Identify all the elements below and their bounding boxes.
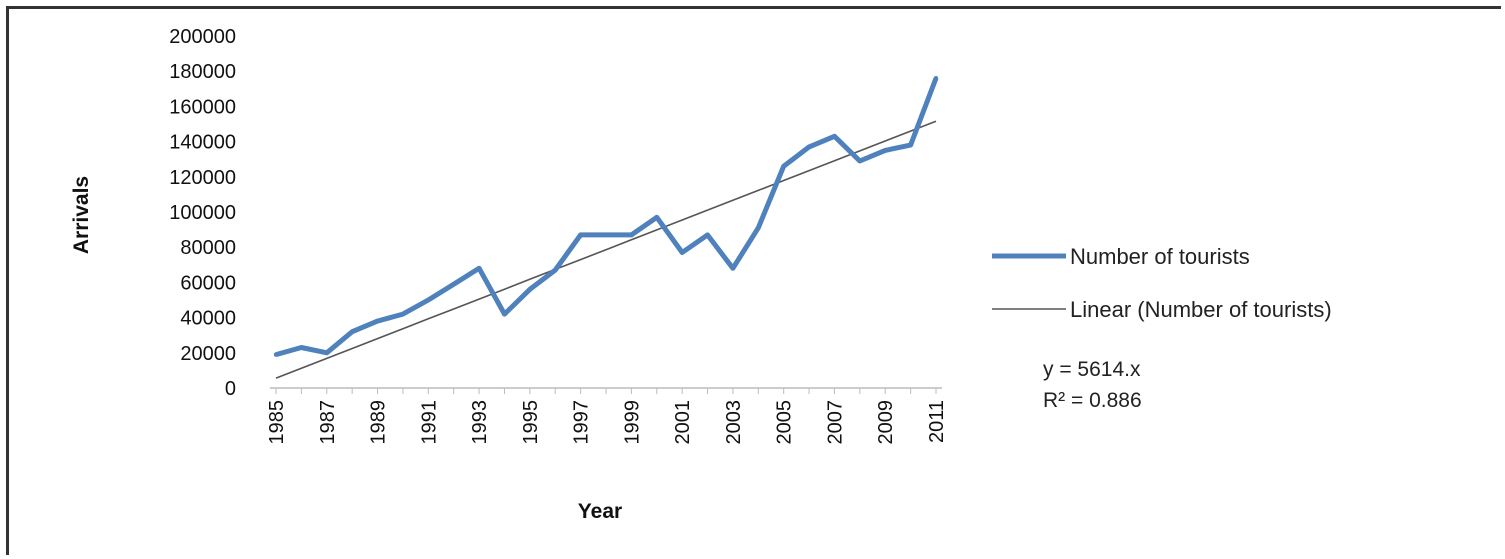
data-point bbox=[730, 266, 736, 271]
y-tick-label: 160000 bbox=[169, 96, 236, 118]
y-tick-label: 40000 bbox=[180, 308, 236, 330]
data-point bbox=[476, 266, 482, 271]
y-tick-label: 200000 bbox=[169, 26, 236, 48]
legend-label: Linear (Number of tourists) bbox=[1070, 297, 1332, 322]
data-point bbox=[883, 148, 888, 153]
legend: Number of tourists Linear (Number of tour… bbox=[992, 244, 1332, 322]
y-tick-label: 80000 bbox=[180, 237, 236, 259]
data-point bbox=[679, 250, 685, 255]
data-point bbox=[299, 345, 304, 350]
y-tick-label: 0 bbox=[225, 378, 236, 400]
data-point bbox=[349, 329, 355, 334]
data-point bbox=[553, 267, 558, 273]
x-tick-label: 1987 bbox=[317, 400, 339, 445]
x-tick-label: 2011 bbox=[926, 400, 948, 443]
y-tick-label: 120000 bbox=[169, 167, 236, 189]
x-tick-label: 2001 bbox=[672, 400, 694, 445]
y-tick-label: 100000 bbox=[169, 202, 236, 224]
data-point bbox=[451, 281, 456, 287]
y-tick-label: 60000 bbox=[180, 272, 236, 294]
y-tick-label: 180000 bbox=[169, 61, 236, 83]
data-point bbox=[375, 318, 380, 324]
data-point bbox=[324, 350, 329, 355]
x-tick-label: 1995 bbox=[520, 400, 542, 445]
x-tick-label: 2005 bbox=[774, 400, 796, 445]
trendline bbox=[275, 120, 937, 379]
x-tick-label: 2009 bbox=[875, 400, 897, 445]
data-point bbox=[527, 287, 533, 292]
trendline-equation-text: y = 5614.x bbox=[1043, 358, 1141, 381]
x-tick-label: 1993 bbox=[469, 400, 491, 445]
x-axis-ticks: 1985 1987 1989 1991 1993 1995 1997 1999 2001 2003… bbox=[266, 388, 948, 445]
x-tick-label: 1991 bbox=[418, 400, 440, 445]
data-point bbox=[756, 225, 761, 231]
data-point bbox=[705, 232, 710, 238]
data-point bbox=[806, 144, 812, 150]
x-tick-label: 1997 bbox=[571, 400, 593, 445]
data-point bbox=[426, 297, 431, 303]
data-point bbox=[603, 232, 609, 238]
y-tick-label: 20000 bbox=[180, 343, 236, 365]
data-point bbox=[933, 76, 939, 81]
data-point bbox=[857, 158, 863, 164]
x-axis-title: Year bbox=[578, 500, 622, 523]
data-point bbox=[781, 164, 786, 169]
data-point bbox=[629, 232, 634, 238]
x-tick-label: 2003 bbox=[723, 400, 745, 445]
x-tick-label: 1989 bbox=[368, 400, 390, 445]
x-tick-label: 1999 bbox=[621, 400, 643, 445]
r-squared-text: R² = 0.886 bbox=[1043, 389, 1142, 412]
data-point bbox=[908, 142, 913, 148]
legend-label: Number of tourists bbox=[1070, 244, 1250, 269]
data-point bbox=[502, 311, 507, 317]
x-tick-label: 2007 bbox=[824, 400, 846, 445]
trendline-equation: y = 5614.x R² = 0.886 bbox=[1043, 358, 1142, 412]
x-tick-label: 1985 bbox=[266, 400, 288, 445]
data-point bbox=[273, 352, 279, 357]
series-line-number-of-tourists bbox=[275, 77, 939, 358]
y-axis-title: Arrivals bbox=[70, 176, 93, 254]
chart-frame bbox=[6, 6, 1501, 555]
data-point bbox=[654, 215, 659, 220]
data-point bbox=[578, 232, 583, 238]
data-point bbox=[400, 311, 406, 317]
y-tick-label: 140000 bbox=[169, 132, 236, 154]
y-axis-ticks: 0 20000 40000 60000 80000 100000 120000 140000 1… bbox=[169, 26, 236, 400]
series-layer bbox=[273, 76, 939, 379]
data-point bbox=[832, 134, 837, 139]
